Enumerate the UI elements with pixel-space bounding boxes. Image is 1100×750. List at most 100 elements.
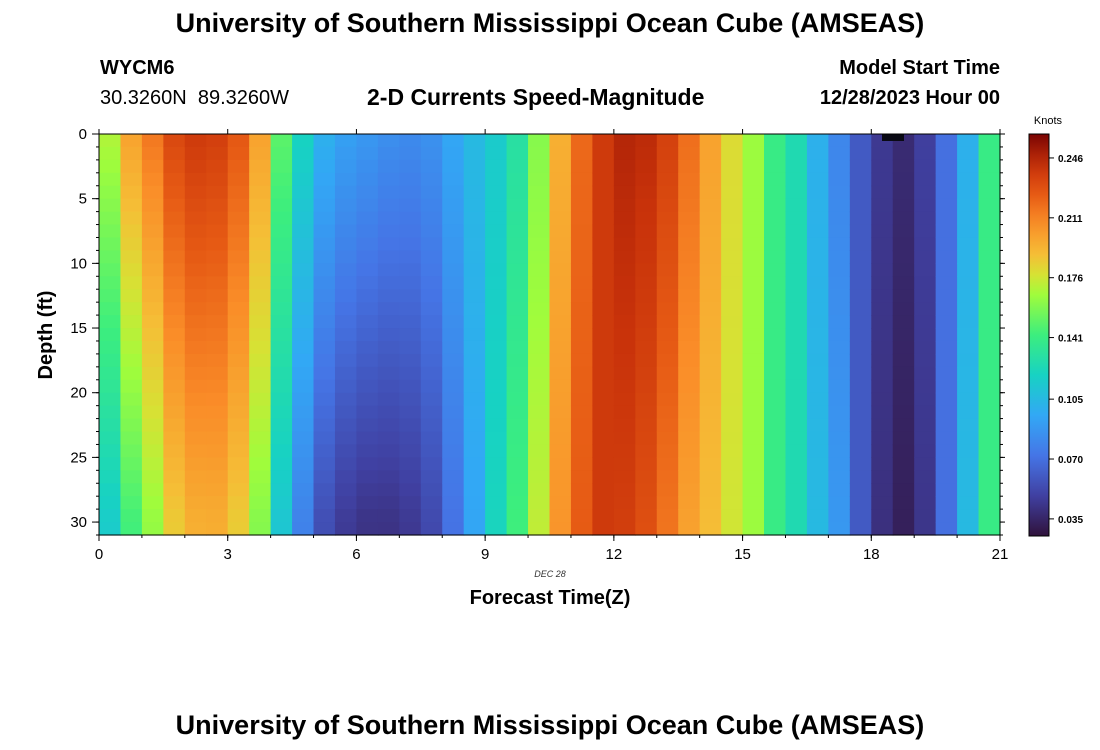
heatmap-cell xyxy=(292,379,315,394)
heatmap-cell xyxy=(785,211,808,226)
heatmap-cell xyxy=(292,431,315,446)
heatmap-cell xyxy=(292,198,315,213)
heatmap-cell xyxy=(270,328,293,342)
heatmap-cell xyxy=(334,172,358,187)
heatmap-cell xyxy=(313,405,336,420)
heatmap-cell xyxy=(871,470,894,484)
heatmap-cell xyxy=(356,302,379,316)
heatmap-cell xyxy=(570,470,593,484)
heatmap-cell xyxy=(549,185,572,200)
heatmap-cell xyxy=(721,315,744,329)
heatmap-cell xyxy=(742,509,765,523)
heatmap-cell xyxy=(227,263,250,277)
heatmap-cell xyxy=(871,146,894,161)
heatmap-cell xyxy=(849,483,872,497)
heatmap-cell xyxy=(270,134,293,148)
heatmap-cell xyxy=(506,185,529,200)
heatmap-cell xyxy=(356,146,379,161)
heatmap-cell xyxy=(506,250,529,264)
heatmap-cell xyxy=(442,379,465,394)
heatmap-cell xyxy=(957,134,980,148)
heatmap-cell xyxy=(313,366,336,381)
heatmap-cell xyxy=(978,509,1001,523)
heatmap-cell xyxy=(163,250,186,264)
heatmap-cell xyxy=(957,392,980,407)
heatmap-cell xyxy=(699,250,722,264)
heatmap-cell xyxy=(742,483,765,497)
heatmap-cell xyxy=(699,483,722,497)
heatmap-cell xyxy=(871,250,894,264)
heatmap-cell xyxy=(120,302,143,316)
heatmap-cell xyxy=(570,237,593,252)
heatmap-cell xyxy=(785,418,808,433)
heatmap-cell xyxy=(506,522,529,536)
heatmap-cell xyxy=(742,328,765,342)
heatmap-cell xyxy=(485,444,508,458)
heatmap-cell xyxy=(442,289,465,303)
heatmap-cell xyxy=(270,483,293,497)
colorbar-tick-label: 0.070 xyxy=(1058,455,1083,466)
heatmap-cell xyxy=(249,237,272,252)
heatmap-cell xyxy=(785,483,808,497)
heatmap-cell xyxy=(978,353,1001,368)
heatmap-cell xyxy=(528,457,551,471)
heatmap-cell xyxy=(399,522,422,536)
x-tick-label: 0 xyxy=(95,546,103,563)
heatmap-cell xyxy=(678,185,701,200)
heatmap-cell xyxy=(292,134,315,148)
heatmap-cell xyxy=(871,379,894,394)
heatmap-cell xyxy=(592,457,615,471)
heatmap-cell xyxy=(914,379,937,394)
heatmap-cell xyxy=(377,185,400,200)
heatmap-cell xyxy=(442,418,465,433)
heatmap-cell xyxy=(249,185,272,200)
heatmap-cell xyxy=(334,328,358,342)
heatmap-cell xyxy=(334,366,358,381)
heatmap-cell xyxy=(377,302,400,316)
heatmap-cell xyxy=(742,302,765,316)
heatmap-cell xyxy=(99,159,122,174)
heatmap-cell xyxy=(442,444,465,458)
heatmap-cell xyxy=(592,211,615,226)
heatmap-cell xyxy=(549,289,572,303)
heatmap-cell xyxy=(828,522,851,536)
heatmap-cell xyxy=(764,470,787,484)
heatmap-cell xyxy=(270,146,293,161)
heatmap-cell xyxy=(570,483,593,497)
heatmap-cell xyxy=(120,379,143,394)
heatmap-cell xyxy=(420,185,443,200)
heatmap-cell xyxy=(399,418,422,433)
heatmap-cell xyxy=(957,340,980,355)
heatmap-cell xyxy=(849,134,872,148)
heatmap-cell xyxy=(699,444,722,458)
heatmap-cell xyxy=(141,211,164,226)
heatmap-cell xyxy=(292,496,315,510)
heatmap-cell xyxy=(549,379,572,394)
heatmap-cell xyxy=(699,328,722,342)
heatmap-cell xyxy=(399,134,422,148)
heatmap-cell xyxy=(399,379,422,394)
heatmap-cell xyxy=(699,366,722,381)
heatmap-cell xyxy=(978,418,1001,433)
heatmap-cell xyxy=(442,483,465,497)
heatmap-cell xyxy=(141,198,164,213)
heatmap-cell xyxy=(420,250,443,264)
heatmap-cell xyxy=(828,340,851,355)
heatmap-cell xyxy=(249,159,272,174)
heatmap-cell xyxy=(871,509,894,523)
heatmap-cell xyxy=(334,185,358,200)
heatmap-cell xyxy=(935,405,958,420)
heatmap-cell xyxy=(141,159,164,174)
heatmap-cell xyxy=(420,146,443,161)
heatmap-cell xyxy=(957,366,980,381)
heatmap-cell xyxy=(313,224,336,239)
heatmap-cell xyxy=(399,353,422,368)
heatmap-cell xyxy=(656,328,679,342)
heatmap-cell xyxy=(377,198,400,213)
heatmap-cell xyxy=(120,185,143,200)
heatmap-cell xyxy=(764,276,787,290)
heatmap-cell xyxy=(227,483,250,497)
heatmap-cell xyxy=(377,134,400,148)
heatmap-cell xyxy=(420,444,443,458)
heatmap-cell xyxy=(914,315,937,329)
